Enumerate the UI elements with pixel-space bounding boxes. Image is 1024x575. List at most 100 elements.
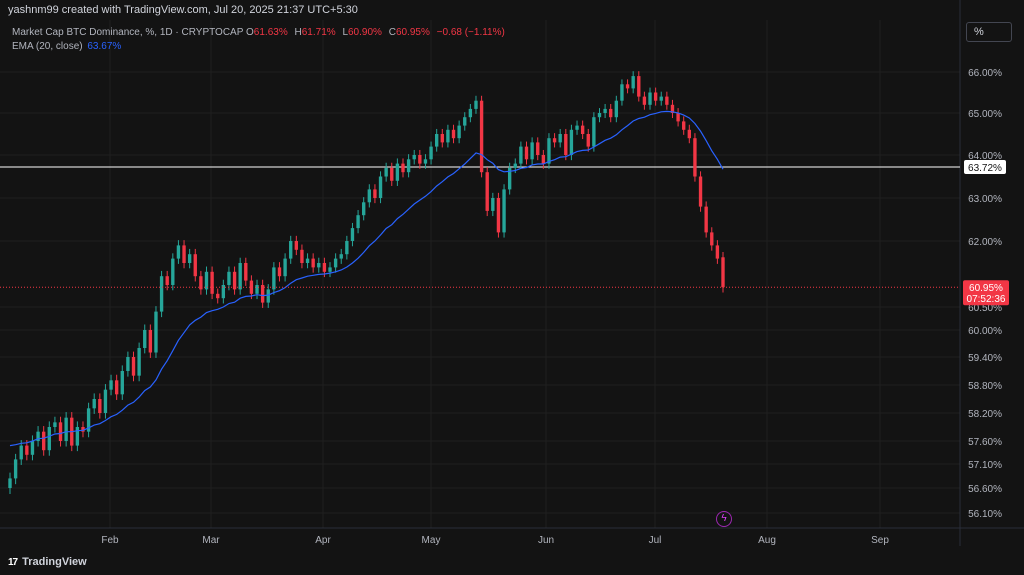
legend-interval[interactable]: 1D: [159, 27, 173, 38]
candle-body: [25, 445, 29, 455]
candle-body: [457, 125, 461, 139]
candle-body: [30, 441, 35, 455]
x-tick-label: Aug: [758, 535, 776, 546]
candle-body: [603, 108, 607, 113]
candle-body: [653, 92, 658, 101]
candle-body: [434, 134, 439, 147]
legend-open-label: O: [246, 27, 254, 38]
candle-body: [8, 478, 12, 488]
x-tick-label: Feb: [101, 535, 119, 546]
candle-body: [339, 254, 343, 259]
candle-body: [524, 146, 529, 160]
candle-body: [552, 138, 557, 143]
x-tick-label: Jun: [538, 535, 554, 546]
candle-body: [614, 100, 619, 118]
y-tick-label: 56.60%: [968, 484, 1002, 495]
candle-body: [277, 267, 282, 277]
unit-toggle-button[interactable]: %: [966, 22, 1012, 42]
candle-body: [507, 167, 512, 190]
candle-body: [47, 427, 51, 451]
candle-body: [463, 117, 467, 126]
y-tick-label: 64.00%: [968, 151, 1002, 162]
candle-body: [345, 241, 349, 255]
candle-body: [255, 285, 259, 294]
footer-brand-text: TradingView: [22, 556, 87, 568]
candle-body: [485, 172, 489, 211]
candle-body: [289, 241, 293, 259]
candle-body: [159, 276, 164, 312]
y-tick-label: 66.00%: [968, 68, 1002, 79]
candle-body: [609, 108, 613, 118]
candle-body: [266, 289, 270, 303]
candle-body: [446, 129, 450, 143]
candle-body: [322, 263, 327, 272]
candle-body: [64, 417, 68, 441]
legend-high: 61.71%: [301, 27, 336, 38]
candle-body: [86, 408, 91, 432]
candle-body: [126, 357, 130, 371]
candle-body: [238, 263, 242, 290]
candle-body: [131, 357, 136, 376]
legend-symbol[interactable]: Market Cap BTC Dominance, %: [12, 27, 155, 38]
y-tick-label: 59.40%: [968, 353, 1002, 364]
candle-body: [227, 271, 231, 285]
flash-icon[interactable]: ϟ: [716, 511, 732, 527]
candle-body: [670, 104, 675, 113]
legend-exchange: CRYPTOCAP: [181, 27, 244, 38]
candle-body: [440, 134, 444, 143]
candle-body: [676, 113, 680, 122]
last-price-countdown: 07:52:36: [967, 294, 1006, 305]
candle-body: [502, 189, 506, 233]
candle-body: [244, 263, 248, 281]
candle-body: [103, 389, 108, 413]
candle-body: [204, 271, 209, 290]
candle-body: [580, 125, 585, 134]
candle-body: [53, 422, 57, 427]
candle-body: [98, 399, 102, 413]
candle-body: [19, 445, 23, 460]
last-price-label: 60.95%: [969, 283, 1003, 294]
candle-body: [536, 142, 540, 155]
horizontal-line-label-bg: [964, 160, 1006, 175]
candle-body: [317, 263, 321, 268]
x-tick-label: Mar: [202, 535, 220, 546]
x-tick-label: Sep: [871, 535, 889, 546]
candle-body: [569, 129, 574, 155]
candle-body: [75, 427, 80, 446]
candle-body: [232, 271, 237, 290]
candle-body: [665, 96, 669, 105]
legend-open: 61.63%: [253, 27, 288, 38]
candle-body: [378, 176, 383, 198]
candle-body: [395, 163, 400, 181]
candle-body: [300, 249, 304, 263]
candle-body: [42, 431, 46, 451]
candle-body: [249, 280, 254, 294]
candle-body: [36, 431, 40, 441]
legend-ema-row[interactable]: EMA (20, close) 63.67%: [12, 40, 509, 54]
candle-body: [575, 125, 579, 130]
candle-body: [148, 330, 153, 353]
candle-body: [390, 167, 394, 181]
footer-branding[interactable]: 17 TradingView: [8, 556, 87, 568]
candle-body: [294, 241, 299, 250]
candle-body: [597, 113, 602, 118]
horizontal-line-label: 63.72%: [968, 163, 1002, 174]
candle-body: [199, 276, 203, 290]
candle-body: [519, 146, 523, 164]
candle-body: [530, 142, 534, 160]
attribution-text: yashnm99 created with TradingView.com, J…: [8, 4, 358, 16]
candle-body: [704, 206, 708, 233]
legend-symbol-row: Market Cap BTC Dominance, %, 1D · CRYPTO…: [12, 27, 505, 38]
legend-change: −0.68 (−1.11%): [436, 27, 505, 38]
ema-line: [9, 110, 724, 447]
candle-body: [373, 189, 377, 198]
candle-body: [260, 285, 265, 303]
candle-body: [412, 155, 416, 160]
legend-ema-label: EMA (20, close): [12, 41, 83, 52]
candle-body: [474, 100, 478, 109]
y-tick-label: 60.50%: [968, 303, 1002, 314]
candle-body: [715, 245, 720, 259]
candle-body: [221, 285, 226, 299]
legend-low-label: L: [342, 27, 348, 38]
